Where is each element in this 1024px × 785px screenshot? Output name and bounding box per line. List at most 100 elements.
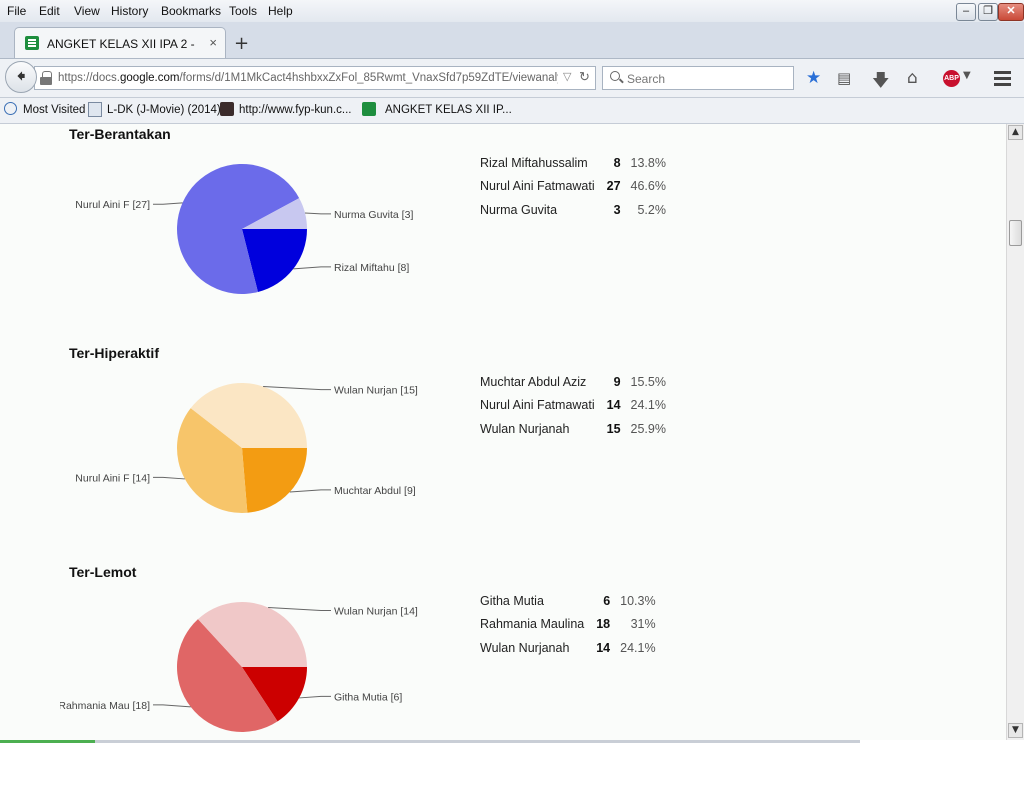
menu-edit[interactable]: Edit: [39, 4, 60, 18]
option-percent: 25.9%: [630, 421, 666, 436]
table-row: Nurul Aini Fatmawati 14 24.1%: [480, 394, 666, 418]
url-dropdown-icon[interactable]: ▽: [563, 71, 572, 83]
pie-slice-label: Wulan Nurjan [15]: [334, 385, 418, 397]
reload-icon[interactable]: ↻: [579, 69, 590, 84]
adblock-plus-icon[interactable]: ABP: [943, 70, 960, 87]
restore-button[interactable]: ❐: [978, 3, 998, 21]
google-forms-icon: [362, 102, 376, 116]
option-name: Wulan Nurjanah: [480, 421, 570, 436]
question-section: Ter-Lemot Githa Mutia [6] Rahmania Mau [1…: [0, 562, 1006, 740]
option-count: 6: [603, 593, 611, 608]
bookmark-most-visited[interactable]: Most Visited: [23, 104, 86, 116]
menu-help[interactable]: Help: [268, 4, 293, 18]
pie-slice-label: Nurul Aini F [14]: [75, 472, 150, 484]
new-tab-button[interactable]: +: [234, 33, 250, 54]
url-text: https://docs.google.com/forms/d/1M1MkCac…: [58, 72, 558, 84]
pie-slice: [190, 383, 307, 448]
arrow-up-icon: ▲: [1012, 127, 1019, 137]
menu-bookmarks[interactable]: Bookmarks: [161, 4, 222, 18]
most-visited-icon: [4, 102, 17, 115]
option-name: Rahmania Maulina: [480, 617, 585, 632]
back-button[interactable]: 🠸: [5, 61, 37, 93]
option-name: Rizal Miftahussalim: [480, 155, 588, 170]
scroll-up-button[interactable]: ▲: [1008, 125, 1023, 140]
table-row: Nurul Aini Fatmawati 27 46.6%: [480, 175, 666, 199]
menu-view[interactable]: View: [74, 4, 100, 18]
tab-angket[interactable]: ANGKET KELAS XII IPA 2 - Go... ×: [14, 27, 226, 58]
fyp-kun-favicon-icon: [220, 102, 234, 116]
pie-chart: Muchtar Abdul [9] Nurul Aini F [14] Wulan …: [75, 383, 418, 513]
option-count: 3: [613, 202, 621, 217]
table-row: Githa Mutia 6 10.3%: [480, 589, 656, 613]
home-icon[interactable]: ⌂: [907, 68, 918, 88]
pie-leader-line: [268, 606, 331, 611]
table-row: Nurma Guvita 3 5.2%: [480, 198, 666, 222]
bookmark-angket[interactable]: ANGKET KELAS XII IP...: [385, 104, 512, 116]
option-percent: 31%: [630, 617, 656, 632]
navigation-bar: https://docs.google.com/forms/d/1M1MkCac…: [0, 59, 1024, 98]
option-name: Muchtar Abdul Aziz: [480, 374, 587, 389]
bookmark-ldk[interactable]: L-DK (J-Movie) (2014): [107, 104, 221, 116]
pie-leader-line: [153, 476, 185, 480]
pie-slice: [242, 198, 307, 229]
scroll-progress: [0, 740, 95, 743]
close-window-button[interactable]: ✕: [998, 3, 1024, 21]
table-row: Rahmania Maulina 18 31%: [480, 613, 656, 637]
option-percent: 10.3%: [620, 593, 656, 608]
question-section: Ter-Hiperaktif Muchtar Abdul [9] Nurul Ai…: [0, 343, 1006, 563]
option-name: Nurma Guvita: [480, 202, 558, 217]
search-icon: [610, 71, 620, 81]
pie-slice-label: Nurma Guvita [3]: [334, 209, 413, 221]
table-row: Wulan Nurjanah 15 25.9%: [480, 417, 666, 441]
reading-list-icon[interactable]: ▤: [837, 69, 852, 87]
pie-chart: Rizal Miftahu [8] Nurul Aini F [27] Nurma …: [75, 164, 413, 294]
pie-slice: [197, 602, 307, 667]
lock-icon: [40, 71, 52, 85]
pie-slice-label: Githa Mutia [6]: [334, 691, 402, 703]
url-bar[interactable]: https://docs.google.com/forms/d/1M1MkCac…: [34, 66, 596, 90]
horizontal-scrollbar[interactable]: [0, 740, 860, 743]
page-footer-area: [0, 743, 1024, 785]
search-input[interactable]: Search: [602, 66, 794, 90]
pie-chart: Githa Mutia [6] Rahmania Mau [18] Wulan Nu…: [60, 602, 418, 732]
pie-leader-line: [304, 212, 331, 215]
pie-leader-line: [153, 704, 191, 708]
menu-history[interactable]: History: [111, 4, 149, 18]
minimize-button[interactable]: –: [956, 3, 976, 21]
restore-icon: ❐: [983, 5, 993, 17]
download-icon[interactable]: 🡇: [872, 71, 890, 91]
scroll-down-button[interactable]: ▼: [1008, 723, 1023, 738]
option-count: 9: [613, 374, 621, 389]
google-forms-icon: [25, 36, 39, 50]
tab-strip: ANGKET KELAS XII IPA 2 - Go... × +: [0, 22, 1024, 59]
arrow-down-icon: ▼: [1012, 725, 1019, 735]
adblock-dropdown-icon[interactable]: ▼: [963, 70, 971, 81]
tab-title: ANGKET KELAS XII IPA 2 - Go...: [47, 37, 197, 51]
question-title: Ter-Lemot: [69, 564, 137, 580]
bookmark-fyp-kun[interactable]: http://www.fyp-kun.c...: [239, 104, 352, 116]
menu-file[interactable]: File: [7, 4, 27, 18]
search-placeholder: Search: [627, 72, 666, 86]
response-table: Githa Mutia 6 10.3% Rahmania Maulina 18 …: [480, 589, 656, 660]
option-name: Wulan Nurjanah: [480, 640, 570, 655]
question-title: Ter-Hiperaktif: [69, 345, 159, 361]
bookmark-star-icon[interactable]: ★: [806, 68, 822, 88]
tab-close-icon[interactable]: ×: [209, 35, 217, 50]
pie-leader-line: [289, 489, 331, 493]
vertical-scrollbar[interactable]: ▲ ▼: [1006, 124, 1024, 740]
option-count: 8: [613, 155, 621, 170]
menu-bar: File Edit View History Bookmarks Tools H…: [0, 0, 1024, 22]
menu-tools[interactable]: Tools: [229, 4, 258, 18]
pie-slice: [177, 408, 248, 513]
question-section: Ter-Berantakan Rizal Miftahu [8] Nurul Ai…: [0, 124, 1006, 344]
menu-hamburger-icon[interactable]: [994, 71, 1011, 89]
scrollbar-thumb[interactable]: [1009, 220, 1022, 246]
option-percent: 24.1%: [620, 640, 656, 655]
response-table: Rizal Miftahussalim 8 13.8% Nurul Aini F…: [480, 151, 666, 222]
pie-slice-label: Nurul Aini F [27]: [75, 199, 150, 211]
bookmarks-toolbar: Most Visited L-DK (J-Movie) (2014) http:…: [0, 98, 1024, 124]
option-percent: 24.1%: [630, 398, 666, 413]
pie-leader-line: [263, 386, 331, 391]
response-table: Muchtar Abdul Aziz 9 15.5% Nurul Aini Fa…: [480, 370, 666, 441]
pie-slice: [242, 229, 307, 293]
